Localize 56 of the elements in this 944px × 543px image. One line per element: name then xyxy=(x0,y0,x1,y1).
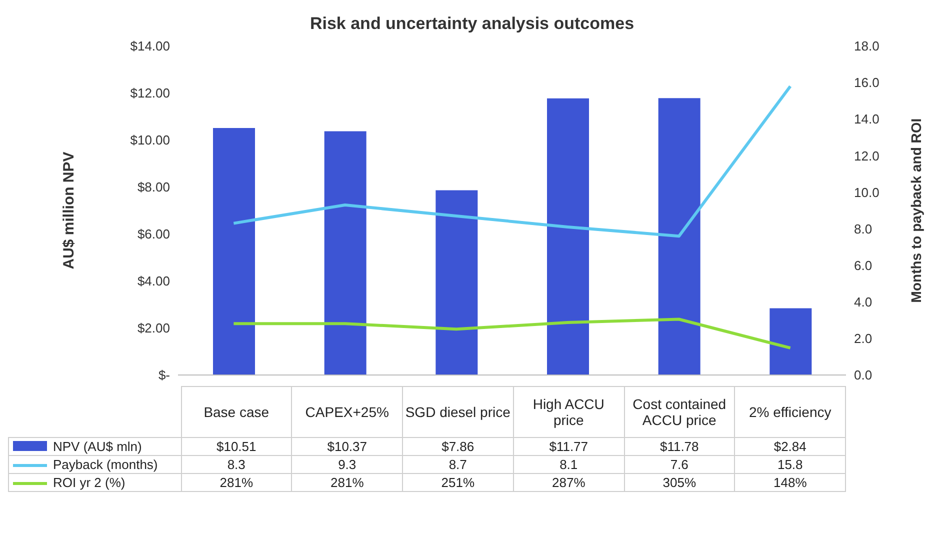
y2-tick-label: 18.0 xyxy=(854,38,880,54)
x-tick-label: Base case xyxy=(181,386,292,438)
bar xyxy=(324,131,366,375)
bar xyxy=(547,98,589,375)
x-tick-label: Cost contained ACCU price xyxy=(624,386,735,438)
data-label: $11.78 xyxy=(624,438,735,456)
y2-tick-label: 6.0 xyxy=(854,258,872,273)
data-label: $10.51 xyxy=(181,438,292,456)
data-label: $7.86 xyxy=(402,438,514,456)
y-tick-label: $10.00 xyxy=(130,132,170,148)
y-tick-label: $12.00 xyxy=(130,86,170,101)
y2-tick-label: 8.0 xyxy=(854,221,872,236)
data-label: $10.37 xyxy=(292,438,402,456)
x-tick-label: CAPEX+25% xyxy=(292,386,402,438)
data-label: 148% xyxy=(734,474,846,492)
y2-tick-label: 14.0 xyxy=(854,112,880,127)
data-label: 8.3 xyxy=(181,456,292,474)
y2-axis-title: Months to payback and ROI xyxy=(908,118,924,303)
bar xyxy=(658,98,700,375)
y-tick-label: $4.00 xyxy=(137,274,170,289)
legend-label: Payback (months) xyxy=(53,457,158,472)
y2-tick-label: 12.0 xyxy=(854,148,880,164)
data-label: 9.3 xyxy=(292,456,402,474)
data-label: 7.6 xyxy=(624,456,735,474)
x-tick-label: SGD diesel price xyxy=(402,386,514,438)
y-tick-label: $14.00 xyxy=(130,38,170,54)
data-label: 305% xyxy=(624,474,735,492)
chart-title: Risk and uncertainty analysis outcomes xyxy=(308,13,636,35)
data-label: 15.8 xyxy=(734,456,846,474)
y2-tick-label: 2.0 xyxy=(854,331,872,346)
data-label: $11.77 xyxy=(513,438,624,456)
y-tick-label: $2.00 xyxy=(137,320,170,336)
y2-tick-label: 4.0 xyxy=(854,294,872,310)
data-label: 281% xyxy=(181,474,292,492)
bar xyxy=(436,190,478,375)
data-label: 287% xyxy=(513,474,624,492)
bar xyxy=(213,128,255,375)
data-label: $2.84 xyxy=(734,438,846,456)
data-label: 8.7 xyxy=(402,456,514,474)
legend-label: NPV (AU$ mln) xyxy=(53,439,142,454)
y-tick-label: $- xyxy=(158,368,170,383)
line-series xyxy=(232,318,792,350)
y2-tick-label: 10.0 xyxy=(854,184,880,200)
x-tick-label: High ACCU price xyxy=(513,386,624,438)
data-label: 8.1 xyxy=(513,456,624,474)
y-axis-title: AU$ million NPV xyxy=(60,152,78,270)
y2-tick-label: 16.0 xyxy=(854,75,880,90)
line-series xyxy=(232,84,792,238)
x-tick-label: 2% efficiency xyxy=(734,386,846,438)
bar xyxy=(770,308,812,375)
data-label: 251% xyxy=(402,474,514,492)
y2-tick-label: 0.0 xyxy=(854,368,872,383)
data-label: 281% xyxy=(292,474,402,492)
y-tick-label: $6.00 xyxy=(137,226,170,242)
y-tick-label: $8.00 xyxy=(137,180,170,195)
legend-label: ROI yr 2 (%) xyxy=(53,475,126,490)
